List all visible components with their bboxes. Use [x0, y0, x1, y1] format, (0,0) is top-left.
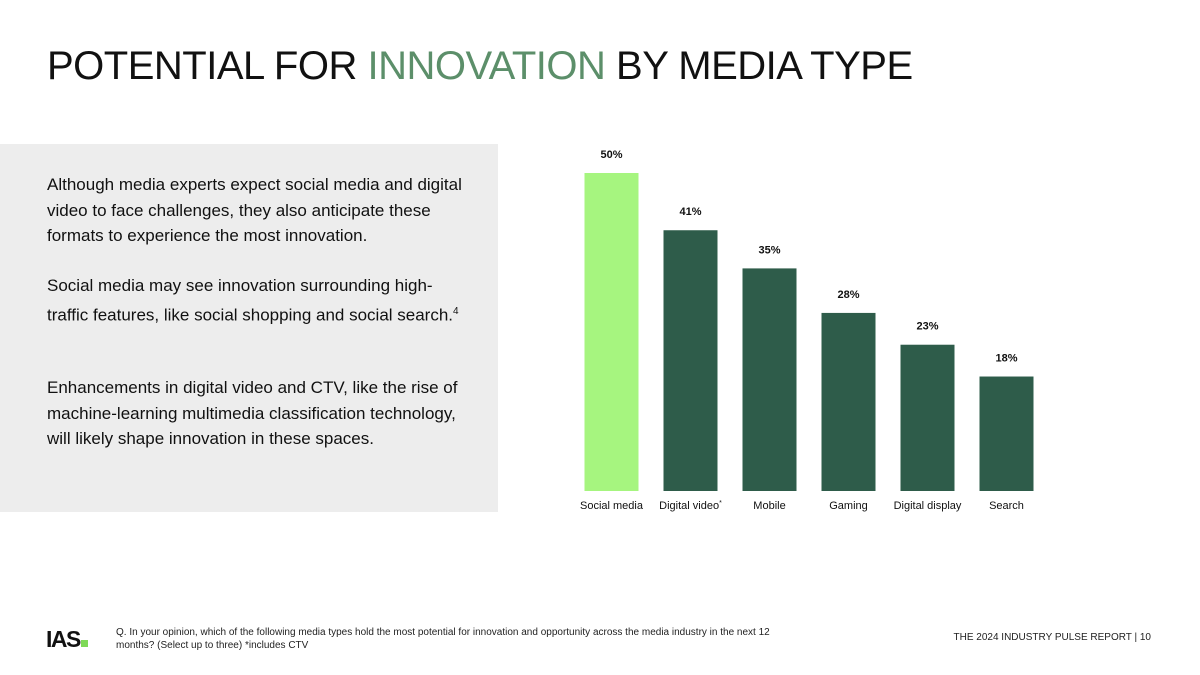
page-title: POTENTIAL FOR INNOVATION BY MEDIA TYPE — [47, 44, 913, 89]
paragraph-1: Although media experts expect social med… — [47, 175, 462, 245]
survey-question-footnote: Q. In your opinion, which of the followi… — [116, 627, 770, 651]
title-part-1: POTENTIAL FOR — [47, 44, 368, 88]
bar-gaming — [821, 312, 876, 491]
paragraph-3: Enhancements in digital video and CTV, l… — [47, 378, 458, 448]
paragraph-2: Social media may see innovation surround… — [47, 273, 472, 328]
ias-logo: IAS — [46, 626, 88, 653]
category-label-search: Search — [989, 500, 1024, 512]
commentary-panel — [0, 144, 498, 512]
bar-social-media — [584, 173, 639, 491]
bar-search — [979, 376, 1034, 491]
logo-dot-icon — [80, 640, 88, 647]
media-type-bar-chart: 50% Social media 41% Digital video* 35% Mobil… — [580, 149, 1034, 512]
value-label-search: 18% — [995, 353, 1017, 365]
paragraph-2-text: Social media may see innovation surround… — [47, 276, 454, 325]
bar-digital-video — [663, 230, 718, 491]
value-label-mobile: 35% — [758, 244, 780, 256]
title-part-2: BY MEDIA TYPE — [605, 44, 913, 88]
footnote-ref: 4 — [453, 305, 459, 317]
value-label-digital-display: 23% — [916, 321, 938, 333]
category-label-mobile: Mobile — [753, 500, 785, 512]
bar-mobile — [742, 268, 797, 491]
bar-digital-display — [900, 344, 955, 491]
category-label-gaming: Gaming — [829, 500, 868, 512]
value-label-social-media: 50% — [600, 149, 622, 161]
logo-text: IAS — [46, 626, 81, 652]
value-label-digital-video: 41% — [679, 206, 701, 218]
title-accent: INNOVATION — [367, 44, 606, 88]
category-label-social-media: Social media — [580, 500, 644, 512]
report-page-label: THE 2024 INDUSTRY PULSE REPORT | 10 — [953, 632, 1152, 643]
category-label-digital-display: Digital display — [894, 500, 962, 512]
category-label-digital-video: Digital video* — [659, 500, 722, 512]
value-label-gaming: 28% — [837, 289, 859, 301]
